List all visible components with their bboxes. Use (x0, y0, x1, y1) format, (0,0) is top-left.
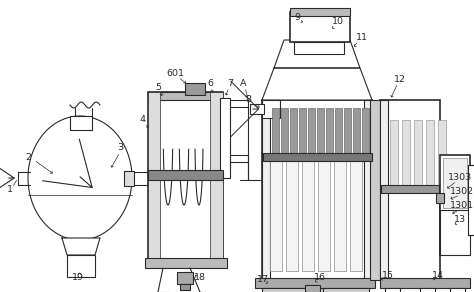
Text: 3: 3 (117, 143, 123, 152)
Bar (468, 165, 474, 235)
Bar (262, 288, 369, 292)
Bar (305, 285, 320, 292)
Text: 10: 10 (332, 18, 344, 27)
Bar (210, 92, 223, 262)
Bar (262, 100, 280, 118)
Bar (420, 288, 435, 292)
Bar (334, 161, 346, 271)
Text: A: A (240, 79, 246, 88)
Bar (148, 92, 160, 262)
Bar (426, 120, 434, 185)
Bar (438, 120, 446, 185)
Bar (440, 155, 470, 255)
Bar (124, 171, 134, 186)
Text: 2: 2 (25, 154, 31, 163)
Polygon shape (164, 149, 173, 205)
Bar (335, 108, 342, 153)
Bar (70, 116, 92, 130)
Polygon shape (62, 238, 100, 255)
Text: 13: 13 (454, 215, 466, 225)
Text: 9: 9 (294, 13, 300, 22)
Bar (148, 170, 223, 180)
Text: 11: 11 (356, 34, 368, 43)
Text: 5: 5 (155, 84, 161, 93)
Bar (344, 108, 351, 153)
Bar (390, 120, 398, 185)
Polygon shape (195, 149, 203, 205)
Bar (450, 288, 465, 292)
Bar (299, 108, 306, 153)
Text: 8: 8 (245, 95, 251, 105)
Bar (308, 108, 315, 153)
Bar (370, 100, 380, 280)
Bar (302, 161, 314, 271)
Bar (272, 108, 279, 153)
Bar (326, 108, 333, 153)
Bar (148, 92, 223, 262)
Bar (177, 272, 193, 284)
Bar (380, 100, 440, 280)
Bar (270, 161, 282, 271)
Bar (290, 12, 350, 42)
Bar (281, 108, 288, 153)
Text: 12: 12 (394, 76, 406, 84)
Bar (286, 161, 298, 271)
Bar (362, 108, 369, 153)
Text: 1: 1 (7, 185, 13, 194)
Bar (436, 193, 444, 203)
Text: 601: 601 (166, 69, 184, 79)
Bar (350, 161, 362, 271)
Polygon shape (179, 149, 189, 205)
Polygon shape (28, 116, 132, 240)
Bar (263, 153, 372, 161)
Bar (385, 288, 400, 292)
Bar (318, 161, 330, 271)
Text: 1303: 1303 (448, 173, 472, 182)
Bar (290, 108, 297, 153)
Bar (443, 158, 467, 208)
Bar (220, 98, 230, 178)
Bar (440, 210, 470, 255)
Text: 1301: 1301 (450, 201, 474, 211)
Text: 6: 6 (207, 79, 213, 88)
Bar (364, 100, 372, 280)
Polygon shape (262, 68, 372, 100)
Bar (185, 83, 205, 95)
Bar (67, 255, 95, 277)
Text: 16: 16 (314, 274, 326, 282)
Bar (381, 185, 439, 193)
Text: 4: 4 (140, 116, 146, 124)
Text: 19: 19 (72, 274, 84, 282)
Bar (380, 100, 388, 280)
Text: 17: 17 (257, 275, 269, 284)
Text: 1302: 1302 (450, 187, 474, 197)
Bar (414, 120, 422, 185)
Bar (353, 108, 360, 153)
Bar (317, 108, 324, 153)
Bar (148, 92, 223, 100)
Bar (290, 8, 350, 16)
Bar (255, 278, 375, 288)
Bar (250, 104, 264, 114)
Text: 14: 14 (432, 272, 444, 281)
Bar (262, 100, 270, 280)
Bar (180, 284, 190, 290)
Text: 7: 7 (227, 79, 233, 88)
Bar (402, 120, 410, 185)
Bar (294, 42, 344, 54)
Polygon shape (274, 40, 360, 68)
Bar (380, 278, 470, 288)
Text: 18: 18 (194, 274, 206, 282)
Text: 15: 15 (382, 272, 394, 281)
Bar (145, 258, 227, 268)
Bar (262, 100, 372, 280)
